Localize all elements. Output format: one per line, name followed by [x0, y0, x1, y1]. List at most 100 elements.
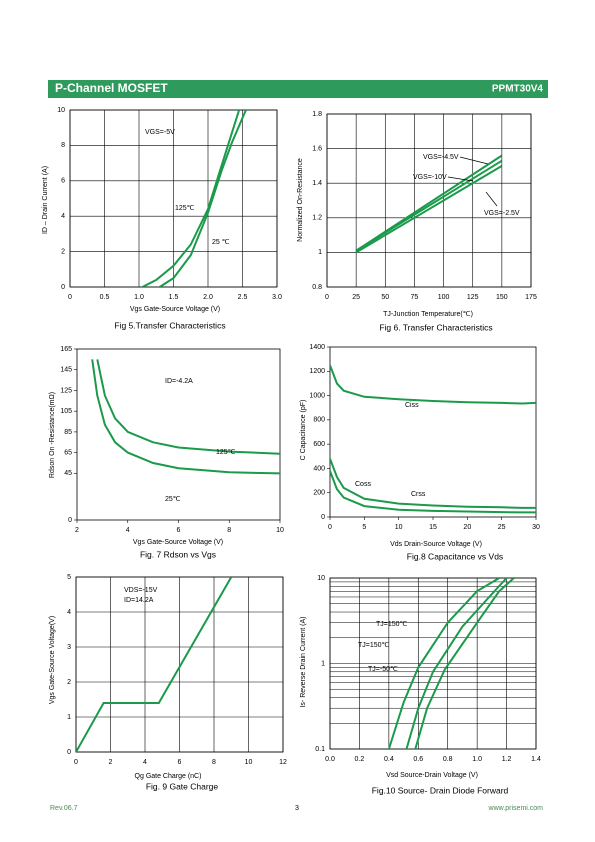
curve-label: VGS=-2.5V [484, 210, 520, 217]
footer-website: www.prisemi.com [488, 805, 544, 812]
x-tick-label: 175 [525, 294, 537, 301]
y-axis-label: Vgs Gate-Source Voltage(V) [49, 616, 56, 704]
caption: Fig.10 Source- Drain Diode Forward [372, 785, 509, 795]
curve-label: Crss [411, 491, 426, 498]
y-tick-label: 5 [67, 574, 71, 581]
y-tick-label: 105 [60, 408, 72, 415]
x-tick-label: 1.2 [502, 756, 512, 763]
curve [91, 359, 280, 475]
caption: Fig 5.Transfer Characteristics [114, 320, 225, 330]
y-tick-label: 1000 [309, 392, 325, 399]
curve [405, 578, 508, 749]
x-tick-label: 0.6 [413, 756, 423, 763]
x-tick-label: 12 [279, 759, 287, 766]
curve-label: 25 ℃ [212, 239, 230, 246]
y-tick-label: 3 [67, 644, 71, 651]
x-tick-label: 1.0 [134, 294, 144, 301]
y-tick-label: 125 [60, 387, 72, 394]
caption: Fig. 7 Rdson vs Vgs [140, 549, 216, 559]
x-tick-label: 125 [467, 294, 479, 301]
x-tick-label: 0.2 [355, 756, 365, 763]
y-tick-label: 0 [67, 749, 71, 756]
y-tick-label: 4 [67, 609, 71, 616]
x-tick-label: 0 [325, 294, 329, 301]
y-tick-label: 165 [60, 346, 72, 353]
y-tick-label: 1.4 [312, 180, 322, 187]
footer-page: 3 [295, 805, 299, 812]
x-tick-label: 6 [178, 759, 182, 766]
x-tick-label: 10 [245, 759, 253, 766]
header-part: PPMT30V4 [492, 84, 544, 95]
curve [330, 458, 536, 509]
curve [387, 578, 500, 749]
curve [96, 359, 280, 455]
y-tick-label: 1.2 [312, 215, 322, 222]
x-tick-label: 6 [177, 527, 181, 534]
curve [330, 364, 536, 405]
x-tick-label: 4 [126, 527, 130, 534]
y-tick-label: 45 [64, 470, 72, 477]
y-tick-label: 2 [67, 679, 71, 686]
x-tick-label: 0.0 [325, 756, 335, 763]
x-tick-label: 1.0 [472, 756, 482, 763]
curve-label: TJ=150℃ [376, 621, 408, 628]
header-title: P-Channel MOSFET [55, 81, 168, 95]
curve [330, 470, 536, 514]
annotation: ID=14.2A [124, 597, 154, 604]
y-tick-label: 1.8 [312, 111, 322, 118]
y-tick-label: 0 [321, 514, 325, 521]
plot-frame [75, 576, 284, 753]
x-tick-label: 0.5 [100, 294, 110, 301]
x-tick-label: 150 [496, 294, 508, 301]
x-tick-label: 25 [498, 524, 506, 531]
curve-label: VGS=-4.5V [423, 154, 459, 161]
y-tick-label: 85 [64, 429, 72, 436]
annotation: VGS=-5V [145, 129, 175, 136]
x-tick-label: 5 [362, 524, 366, 531]
arrow [459, 156, 489, 165]
x-tick-label: 50 [381, 294, 389, 301]
x-axis-label: Qg Gate Charge (nC) [135, 773, 202, 780]
x-tick-label: 0 [74, 759, 78, 766]
y-tick-label: 0.8 [312, 284, 322, 291]
plot-frame [329, 577, 537, 750]
x-axis-label: Vds Drain-Source Voltage (V) [390, 541, 482, 548]
y-tick-label: 0 [61, 284, 65, 291]
y-tick-label: 1 [67, 714, 71, 721]
x-tick-label: 2 [109, 759, 113, 766]
x-axis-label: Vgs Gate-Source Voltage (V) [130, 306, 220, 313]
caption: Fig.8 Capacitance vs Vds [407, 551, 503, 561]
x-tick-label: 0 [328, 524, 332, 531]
caption: Fig 6. Transfer Characteristics [379, 322, 492, 332]
y-tick-label: 145 [60, 367, 72, 374]
y-tick-label: 400 [313, 465, 325, 472]
y-tick-label: 0.1 [315, 746, 325, 753]
x-axis-label: TJ-Junction Temperature(℃) [383, 311, 473, 318]
x-tick-label: 75 [411, 294, 419, 301]
header-bar [48, 80, 548, 98]
x-tick-label: 1.5 [169, 294, 179, 301]
y-tick-label: 0 [68, 517, 72, 524]
caption: Fig. 9 Gate Charge [146, 781, 219, 791]
x-tick-label: 20 [463, 524, 471, 531]
x-tick-label: 8 [227, 527, 231, 534]
y-tick-label: 1200 [309, 368, 325, 375]
curve [355, 165, 503, 254]
y-tick-label: 600 [313, 441, 325, 448]
curve [141, 110, 241, 287]
x-axis-label: Vsd Source-Drain Voltage (V) [386, 772, 478, 779]
y-axis-label: Is- Reverse Drain Current (A) [300, 616, 307, 707]
x-tick-label: 0.8 [443, 756, 453, 763]
curve-label: 125℃ [216, 449, 236, 456]
y-tick-label: 10 [317, 575, 325, 582]
y-axis-label: Normalized On-Resistance [297, 158, 304, 242]
curve [159, 110, 247, 287]
x-tick-label: 10 [276, 527, 284, 534]
y-axis-label: C Capacitance (pF) [300, 400, 307, 461]
arrow [447, 176, 474, 182]
x-tick-label: 2.0 [203, 294, 213, 301]
x-tick-label: 2.5 [238, 294, 248, 301]
curve-label: VGS=-10V [413, 174, 447, 181]
y-tick-label: 1.6 [312, 145, 322, 152]
curve [355, 159, 503, 252]
